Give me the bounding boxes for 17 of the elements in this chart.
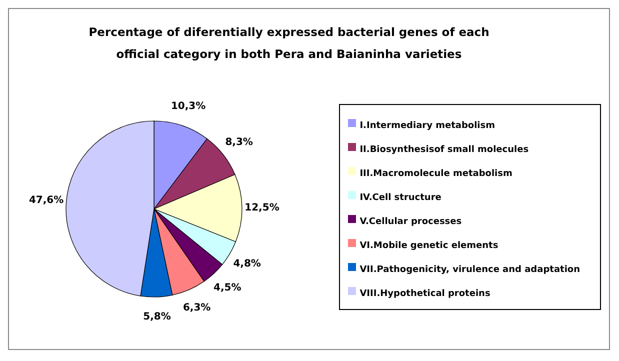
legend-label: VIII.Hypothetical proteins bbox=[360, 288, 490, 298]
legend-label: IV.Cell structure bbox=[360, 192, 442, 202]
data-label: 47,6% bbox=[28, 195, 64, 206]
data-label: 6,3% bbox=[182, 302, 211, 314]
legend-label: II.Biosynthesisof small molecules bbox=[360, 144, 529, 154]
legend-label: III.Macromolecule metabolism bbox=[360, 168, 512, 178]
data-label: 10,3% bbox=[170, 101, 206, 112]
data-label: 12,5% bbox=[244, 202, 280, 214]
data-label: 8,3% bbox=[225, 136, 253, 148]
legend-label: I.Intermediary metabolism bbox=[360, 120, 495, 130]
legend-label: VI.Mobile genetic elements bbox=[360, 240, 498, 250]
legend-label: VII.Pathogenicity, virulence and adaptation bbox=[360, 264, 580, 274]
data-label: 4,5% bbox=[214, 282, 242, 294]
data-label: 4,8% bbox=[233, 258, 261, 270]
data-label: 5,8% bbox=[143, 311, 171, 322]
chart-title: Percentage of diferentially expressed bacterial genes of each official category in both Pera and Baianinha varieties bbox=[88, 24, 490, 63]
legend-label: V.Cellular processes bbox=[360, 216, 462, 226]
